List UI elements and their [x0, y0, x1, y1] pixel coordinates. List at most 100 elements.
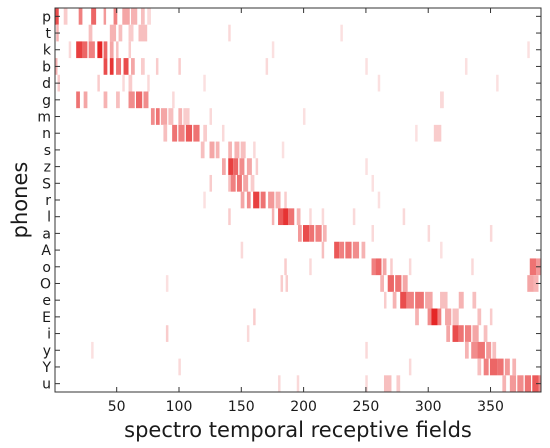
heatmap-cell-s — [234, 141, 240, 159]
heatmap-cell-p — [147, 8, 151, 25]
heatmap-cell-t — [88, 24, 93, 42]
heatmap-cell-b — [116, 58, 122, 75]
heatmap-cell-i — [246, 325, 250, 342]
heatmap-cell-a — [427, 225, 431, 242]
heatmap-cell-g — [116, 91, 120, 109]
heatmap-cell-g — [83, 91, 88, 109]
heatmap-cell-i — [464, 325, 472, 342]
heatmap-cell-o — [408, 258, 412, 276]
heatmap-cell-u — [396, 375, 401, 392]
heatmap-cell-A — [240, 241, 244, 259]
heatmap-cell-b — [123, 58, 129, 75]
heatmap-cell-n — [221, 124, 225, 142]
heatmap-cell-p — [63, 8, 68, 25]
heatmap-cell-a — [302, 225, 310, 242]
heatmap-cell-a — [309, 225, 315, 242]
heatmap-cell-n — [433, 124, 442, 142]
heatmap-cell-k — [128, 41, 132, 59]
heatmap-cell-A — [321, 241, 325, 259]
heatmap-cell-l — [402, 208, 406, 226]
heatmap-cell-l — [278, 208, 284, 226]
heatmap-cell-s — [228, 141, 232, 159]
heatmap-cell-m — [155, 108, 160, 125]
y-tick-label-u: u — [42, 377, 51, 393]
heatmap-cell-p — [122, 8, 130, 25]
y-tick-label-l: l — [47, 210, 51, 226]
heatmap-cell-Y — [408, 358, 412, 376]
heatmap-cell-k — [109, 41, 114, 59]
y-tick-label-z: z — [44, 160, 51, 176]
heatmap-cell-u — [365, 375, 368, 392]
heatmap-cell-k — [82, 41, 88, 59]
heatmap-cell-A — [352, 241, 360, 259]
heatmap-cell-O — [402, 275, 408, 292]
heatmap-cell-Y — [497, 358, 504, 376]
heatmap-cell-S — [228, 174, 231, 192]
heatmap-cell-E — [445, 308, 452, 326]
heatmap-cell-s — [215, 141, 220, 159]
heatmap-cell-S — [230, 174, 236, 192]
heatmap-cell-y — [91, 341, 94, 359]
heatmap-cell-g — [136, 91, 143, 109]
heatmap-cell-n — [203, 124, 208, 142]
heatmap-cell-Y — [504, 358, 510, 376]
heatmap-cell-b — [109, 58, 114, 75]
heatmap-cell-p — [78, 8, 83, 25]
heatmap-cell-A — [339, 241, 345, 259]
heatmap-cell-b — [464, 58, 468, 75]
heatmap-cell-t — [128, 24, 134, 42]
heatmap-cell-d — [377, 74, 381, 92]
x-tick-label: 200 — [290, 399, 317, 415]
heatmap-cell-z — [239, 158, 245, 175]
heatmap-cell-e — [415, 291, 424, 309]
heatmap-cell-z — [246, 158, 252, 175]
heatmap-cell-m — [178, 108, 183, 125]
heatmap-cell-l — [309, 208, 312, 226]
heatmap-cell-O — [280, 275, 284, 292]
heatmap-cell-p — [91, 8, 97, 25]
heatmap-cell-o — [371, 258, 376, 276]
heatmap-cell-l — [271, 208, 275, 226]
heatmap-cell-l — [352, 208, 356, 226]
heatmap-cell-m — [150, 108, 155, 125]
heatmap-cell-b — [140, 58, 145, 75]
heatmap-cell-u — [278, 375, 281, 392]
heatmap-cell-u — [296, 375, 300, 392]
heatmap-cell-E — [452, 308, 459, 326]
heatmap-cell-E — [437, 308, 442, 326]
heatmap-cell-i — [452, 325, 459, 342]
x-tick-label: 150 — [228, 399, 255, 415]
x-tick-label: 100 — [166, 399, 193, 415]
heatmap-cell-r — [203, 191, 206, 209]
y-axis-label: phones — [8, 162, 32, 239]
heatmap-cell-e — [425, 291, 433, 309]
heatmap-cell-a — [298, 225, 302, 242]
heatmap-cell-g — [172, 91, 175, 109]
heatmap-cell-l — [228, 208, 231, 226]
x-axis-label: spectro temporal receptive fields — [124, 418, 472, 442]
heatmap-cell-m — [168, 108, 174, 125]
heatmap-cell-t — [118, 24, 123, 42]
y-tick-label-d: d — [42, 76, 51, 92]
heatmap-cell-g — [440, 91, 444, 109]
heatmap-cell-s — [200, 141, 205, 159]
heatmap-cell-r — [377, 191, 381, 209]
y-tick-label-o: o — [42, 260, 51, 276]
heatmap-cell-b — [178, 58, 181, 75]
heatmap-cell-e — [383, 291, 387, 309]
y-tick-label-y: y — [43, 343, 51, 359]
heatmap-cell-y — [464, 341, 469, 359]
heatmap-cell-t — [228, 24, 231, 42]
heatmap-cell-r — [268, 191, 275, 209]
heatmap-cell-Y — [512, 358, 517, 376]
heatmap-cell-e — [440, 291, 448, 309]
y-tick-label-t: t — [46, 26, 52, 42]
heatmap-cell-i — [446, 325, 451, 342]
heatmap-cell-p — [103, 8, 107, 25]
heatmap-cell-k — [68, 41, 72, 59]
heatmap-cell-t — [138, 24, 148, 42]
heatmap-cell-n — [185, 124, 193, 142]
heatmap-cell-e — [406, 291, 414, 309]
heatmap-cell-y — [477, 341, 485, 359]
heatmap-cell-d — [122, 74, 125, 92]
